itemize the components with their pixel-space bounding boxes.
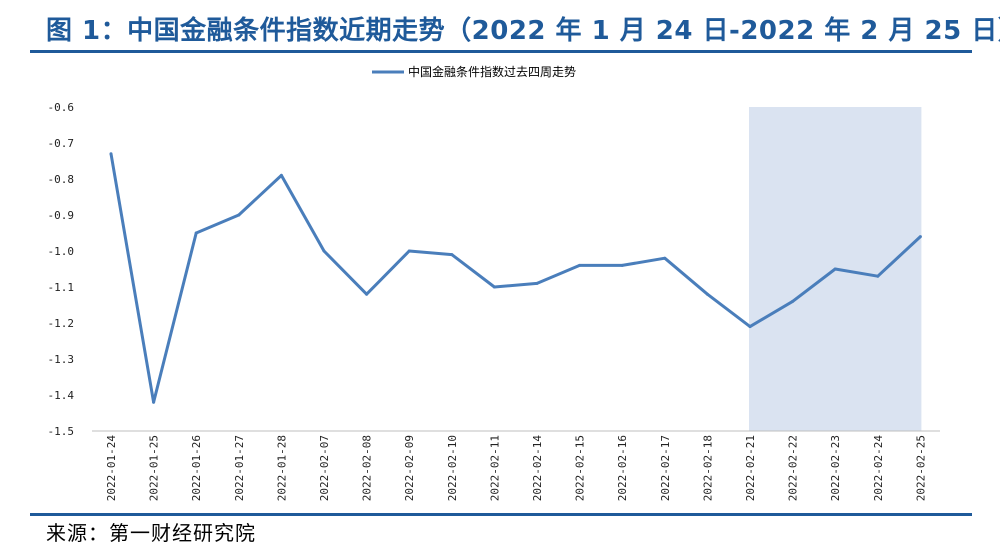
series-line	[109, 153, 922, 404]
data-point	[876, 274, 880, 278]
x-tick-label: 2022-02-17	[659, 435, 672, 501]
x-tick-label: 2022-02-10	[446, 435, 459, 501]
y-tick-label: -0.9	[48, 209, 75, 222]
x-tick-label: 2022-01-24	[105, 435, 118, 502]
x-tick-label: 2022-02-15	[574, 435, 587, 501]
x-tick-label: 2022-02-14	[531, 435, 544, 502]
x-tick-label: 2022-02-09	[403, 435, 416, 501]
y-tick-label: -1.4	[48, 389, 75, 402]
x-tick-label: 2022-02-21	[744, 435, 757, 501]
data-point	[663, 256, 667, 260]
data-point	[918, 235, 922, 239]
title-underline	[30, 50, 972, 53]
x-tick-label: 2022-02-16	[616, 435, 629, 501]
figure-title: 图 1：中国金融条件指数近期走势（2022 年 1 月 24 日-2022 年 …	[46, 16, 1000, 46]
data-points	[109, 152, 922, 404]
x-tick-label: 2022-02-25	[914, 435, 927, 501]
data-point	[322, 249, 326, 253]
x-tick-label: 2022-02-18	[701, 435, 714, 501]
data-point	[152, 400, 156, 404]
x-tick-label: 2022-02-07	[318, 435, 331, 501]
legend: 中国金融条件指数过去四周走势	[372, 64, 576, 79]
y-tick-labels: -0.6 -0.7 -0.8 -0.9 -1.0 -1.1 -1.2 -1.3 -1.4 -1.5	[48, 101, 75, 438]
line-chart: 中国金融条件指数过去四周走势 -0.6-0.7-0.8-0.9-1.0-1.1-…	[48, 64, 940, 502]
data-point	[279, 173, 283, 177]
data-point	[237, 213, 241, 217]
data-point	[578, 263, 582, 267]
x-tick-label: 2022-02-11	[488, 435, 501, 501]
y-tick-label: -0.6	[48, 101, 75, 114]
data-point	[833, 267, 837, 271]
x-tick-label: 2022-01-27	[233, 435, 246, 501]
data-point	[748, 325, 752, 329]
x-tick-label: 2022-02-23	[829, 435, 842, 501]
data-point	[492, 285, 496, 289]
y-tick-label: -1.0	[48, 245, 75, 258]
y-tick-label: -1.2	[48, 317, 75, 330]
x-tick-label: 2022-02-24	[872, 435, 885, 502]
footer-rule	[30, 513, 972, 516]
y-tick-label: -1.5	[48, 425, 75, 438]
y-tick-label: -0.7	[48, 137, 75, 150]
x-tick-label: 2022-01-25	[148, 435, 161, 501]
legend-label: 中国金融条件指数过去四周走势	[408, 64, 576, 79]
data-point	[705, 292, 709, 296]
data-point	[365, 292, 369, 296]
data-point	[109, 152, 113, 156]
y-tick-label: -1.1	[48, 281, 75, 294]
data-point	[450, 253, 454, 257]
data-point	[620, 263, 624, 267]
x-tick-label: 2022-02-08	[361, 435, 374, 501]
y-tick-label: -0.8	[48, 173, 75, 186]
data-point	[194, 231, 198, 235]
y-tick-label: -1.3	[48, 353, 75, 366]
x-tick-label: 2022-01-28	[275, 435, 288, 501]
x-tick-labels: 2022-01-24 2022-01-25 2022-01-26 2022-01-27…	[105, 435, 927, 502]
x-tick-label: 2022-01-26	[190, 435, 203, 501]
x-tick-label: 2022-02-22	[787, 435, 800, 501]
data-point	[407, 249, 411, 253]
source-note: 来源：第一财经研究院	[46, 521, 256, 545]
data-point	[535, 281, 539, 285]
data-point	[791, 299, 795, 303]
